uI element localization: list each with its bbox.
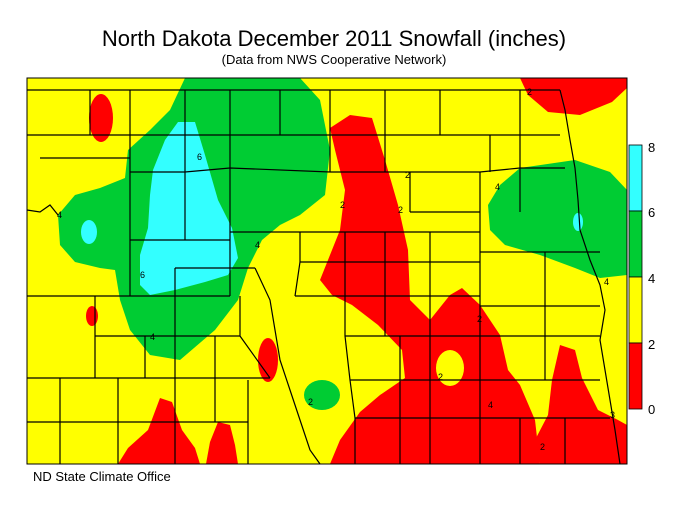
contour-label: 6 — [197, 152, 202, 162]
band-0-2-region-central — [320, 115, 540, 464]
contour-label: 4 — [57, 210, 62, 220]
yellow-island-central — [436, 350, 464, 386]
cyan-spot-west — [81, 220, 97, 244]
band-0-2-region-northeast — [520, 78, 627, 115]
legend-band-2-4 — [628, 276, 643, 344]
cyan-spot-east — [573, 213, 583, 231]
contour-label: 4 — [604, 277, 609, 287]
legend-band-4-6 — [628, 210, 643, 278]
color-legend: 8 6 4 2 0 — [628, 140, 655, 417]
contour-label: 4 — [255, 240, 260, 250]
contour-label: 3 — [610, 410, 615, 420]
contour-label: 2 — [405, 170, 410, 180]
contour-label: 4 — [488, 400, 493, 410]
footer-credit: ND State Climate Office — [33, 469, 171, 484]
contour-label: 2 — [527, 87, 532, 97]
contour-label: 2 — [477, 314, 482, 324]
band-6-8-region-west — [140, 122, 238, 295]
map-title: North Dakota December 2011 Snowfall (inc… — [101, 26, 567, 51]
legend-tick-0: 0 — [648, 402, 655, 417]
legend-band-0-2 — [628, 342, 643, 410]
legend-tick-6: 6 — [648, 205, 655, 220]
red-spot-south-central — [258, 338, 278, 382]
legend-tick-4: 4 — [648, 271, 655, 286]
map-subtitle: (Data from NWS Cooperative Network) — [221, 52, 447, 67]
contour-label: 4 — [495, 182, 500, 192]
contour-label: 2 — [398, 205, 403, 215]
map-frame-outline — [26, 77, 628, 465]
band-4-6-region-east — [488, 160, 627, 278]
band-0-2-region-southeast — [535, 345, 627, 464]
contour-label: 2 — [308, 397, 313, 407]
contour-label: 2 — [540, 442, 545, 452]
legend-tick-8: 8 — [648, 140, 655, 155]
band-0-2-region-southwest-a — [118, 398, 200, 464]
legend-tick-2: 2 — [648, 337, 655, 352]
county-boundaries — [26, 89, 621, 465]
green-spot-south-central — [304, 380, 340, 410]
contour-labels: 2 2 2 2 2 4 4 4 4 4 6 6 2 2 4 2 3 — [57, 87, 615, 452]
contour-label: 2 — [340, 200, 345, 210]
contour-label: 4 — [150, 332, 155, 342]
red-spot-northwest — [89, 94, 113, 142]
contour-label: 6 — [140, 270, 145, 280]
legend-band-6-8 — [628, 144, 643, 212]
band-0-2-region-southwest-b — [206, 422, 238, 464]
red-spot-west — [86, 306, 98, 326]
contour-label: 2 — [438, 372, 443, 382]
